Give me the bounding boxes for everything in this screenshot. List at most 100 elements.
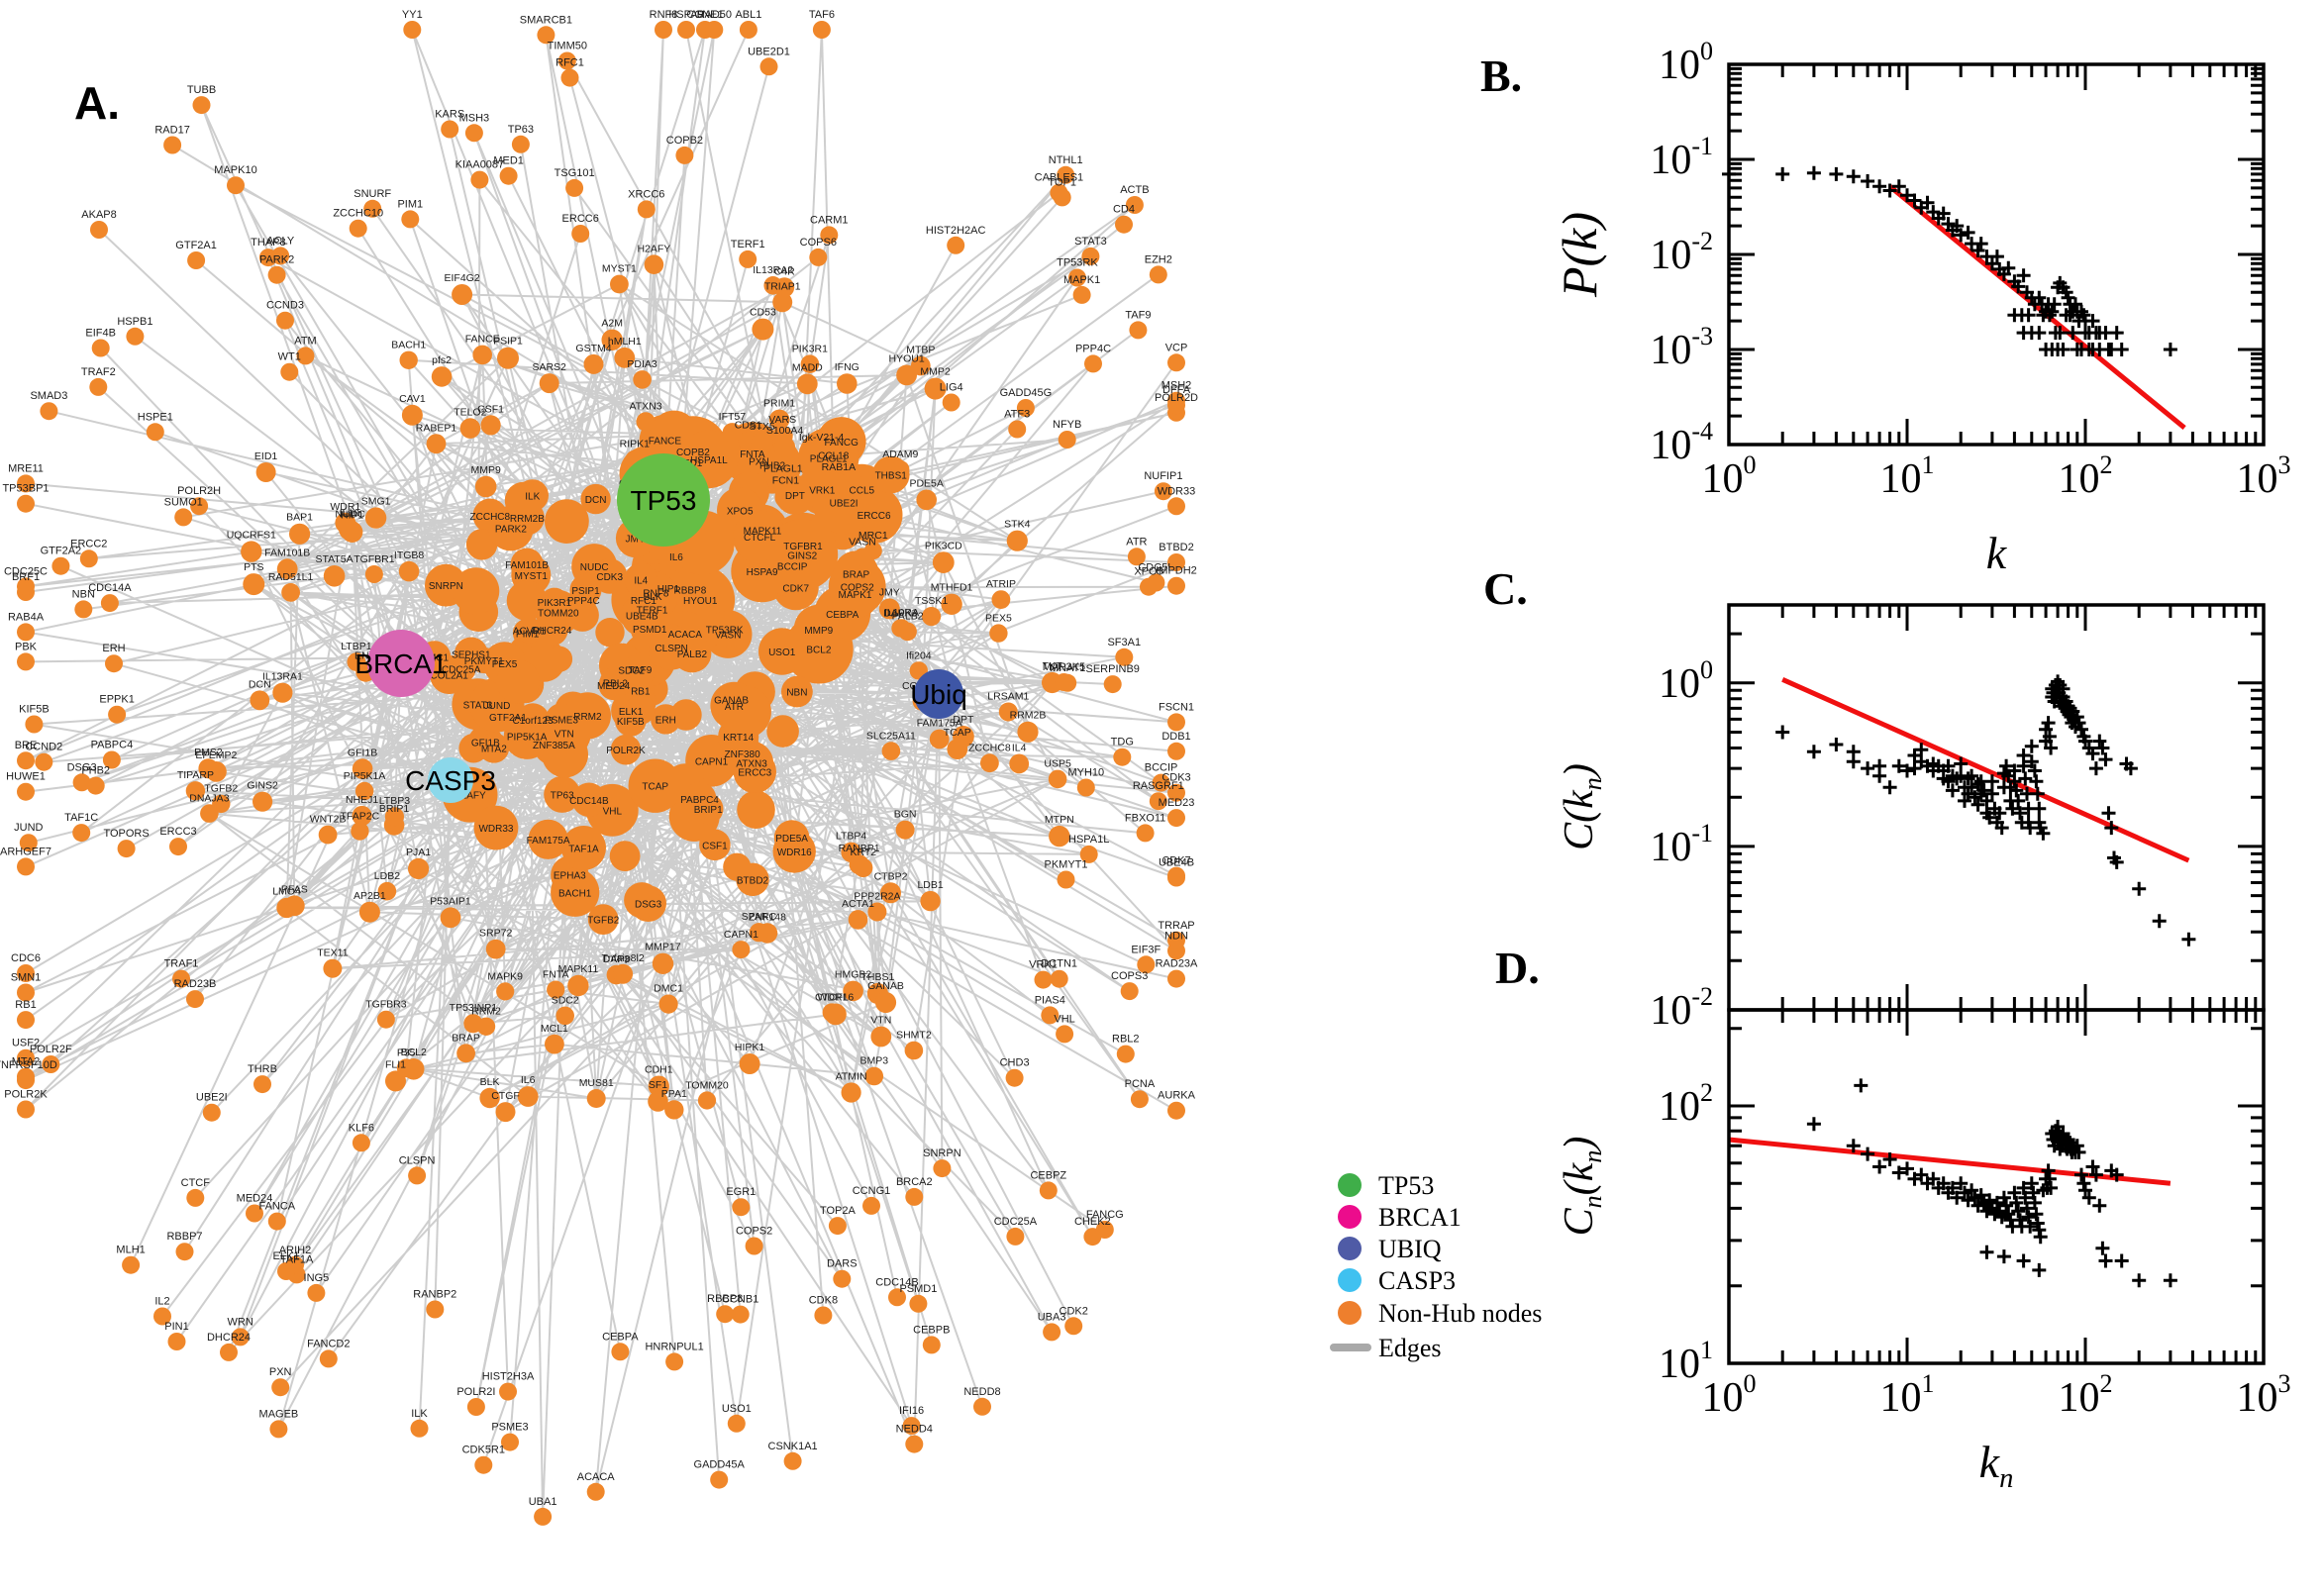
gene-node	[569, 573, 602, 606]
gene-node	[902, 1417, 921, 1436]
gene-node	[837, 373, 858, 394]
gene-label: PLAGL1	[810, 454, 848, 465]
gene-node	[1057, 870, 1075, 889]
gene-node	[352, 1134, 370, 1152]
gene-node	[1057, 165, 1075, 184]
gene-label: TAF9	[629, 665, 653, 676]
gene-node	[153, 1307, 171, 1326]
gene-node	[399, 350, 418, 369]
gene-label: DAP3	[603, 953, 631, 965]
gene-label: CD53	[750, 307, 776, 319]
gene-node	[583, 353, 604, 374]
gene-label: WT1	[278, 351, 301, 363]
gene-label: PPP2R2A	[854, 891, 900, 903]
gene-label: S100A4	[766, 425, 804, 437]
gene-label: PTS	[244, 561, 263, 573]
gene-label: IL10RA	[884, 607, 919, 619]
gene-node	[385, 1070, 406, 1092]
gene-node	[401, 404, 423, 426]
gene-label: TRAF2	[81, 366, 116, 378]
gene-node	[212, 794, 231, 814]
gene-label: LTBP1	[341, 641, 371, 652]
gene-label: JMY	[626, 535, 646, 546]
gene-label: GADD45G	[1000, 387, 1053, 399]
gene-node	[905, 1187, 924, 1206]
gene-label: ATXN3	[736, 759, 767, 770]
gene-label: MTHFD1	[931, 582, 973, 594]
gene-node	[922, 607, 942, 627]
gene-label: CDK3	[1162, 772, 1190, 784]
gene-label: XPO5	[727, 506, 754, 517]
gene-node	[843, 980, 863, 1002]
gene-node	[648, 1075, 669, 1097]
gene-node	[881, 742, 901, 760]
gene-node	[408, 857, 430, 880]
gene-label: ARIH2	[279, 1245, 311, 1256]
gene-node	[539, 373, 559, 394]
gene-node	[1041, 1006, 1060, 1025]
gene-label: C4R	[774, 265, 795, 277]
tick-marks	[1727, 605, 2266, 1012]
gene-label: CCNE1	[686, 9, 723, 21]
gene-node	[1115, 215, 1133, 234]
gene-label: PDIA3	[627, 358, 657, 370]
legend-swatch-dot	[1338, 1173, 1362, 1197]
gene-label: ERH	[656, 715, 676, 726]
gene-label: CEBPZ	[1030, 1169, 1066, 1181]
gene-label: DHCR24	[207, 1332, 251, 1344]
gene-label: COPS2	[736, 1226, 772, 1238]
gene-label: SMN1	[11, 972, 42, 984]
gene-node	[563, 692, 612, 740]
gene-label: NHEJ1	[346, 794, 378, 806]
gene-label: COPS3	[1111, 970, 1148, 982]
gene-label: RAD50	[697, 9, 732, 21]
gene-node	[464, 124, 483, 143]
gene-label: PIM1	[397, 198, 423, 210]
gene-node	[892, 619, 911, 638]
gene-node	[1006, 1227, 1025, 1246]
gene-label: MAPK9	[487, 970, 523, 982]
legend-item: TP53	[1338, 1171, 1434, 1200]
gene-node	[253, 1075, 271, 1094]
gene-node	[739, 249, 758, 268]
gene-node	[929, 729, 950, 749]
gene-label: SRP72	[479, 928, 512, 940]
gene-node	[496, 659, 540, 704]
gene-label: TELO2	[454, 406, 486, 418]
gene-label: UBA3	[1038, 1311, 1066, 1323]
gene-label: SHMT2	[896, 1030, 932, 1042]
gene-node	[510, 548, 544, 581]
gene-node	[722, 423, 743, 443]
gene-node	[1017, 721, 1039, 743]
gene-label: NEDD8	[963, 1386, 1000, 1398]
gene-label: TSSK1	[915, 595, 948, 607]
gene-label: ADAM9	[882, 449, 918, 460]
gene-label: USP5	[1044, 758, 1071, 770]
gene-node	[739, 1053, 760, 1074]
gene-label: FANCE	[649, 437, 682, 448]
gene-label: PHB2	[81, 765, 110, 777]
gene-node	[766, 715, 799, 748]
gene-label: RAB4A	[8, 611, 45, 623]
gene-label: POLR2I	[456, 1386, 495, 1398]
gene-node	[878, 598, 900, 620]
gene-label: ING5	[304, 1272, 330, 1284]
gene-label: SERPINB9	[1085, 663, 1139, 675]
gene-label: STX5	[749, 421, 774, 433]
gene-label: IL6	[669, 552, 683, 563]
gene-label: RANBP1	[839, 843, 880, 854]
gene-node	[17, 1100, 35, 1119]
gene-label: BAP1	[286, 512, 313, 524]
gene-node	[862, 1196, 880, 1215]
gene-label: H2AFY	[454, 791, 486, 802]
gene-label: ACACA	[668, 630, 703, 641]
gene-label: CDK3	[596, 572, 623, 583]
gene-node	[545, 499, 589, 544]
gene-label: XPO5	[1134, 566, 1162, 578]
gene-label: SMARCB1	[520, 14, 572, 26]
gene-node	[895, 820, 915, 840]
gene-label: BCCIP	[1145, 762, 1178, 774]
gene-label: UBE4B	[626, 612, 658, 623]
gene-label: TGFBR1	[783, 542, 823, 552]
gene-node	[828, 1217, 847, 1236]
